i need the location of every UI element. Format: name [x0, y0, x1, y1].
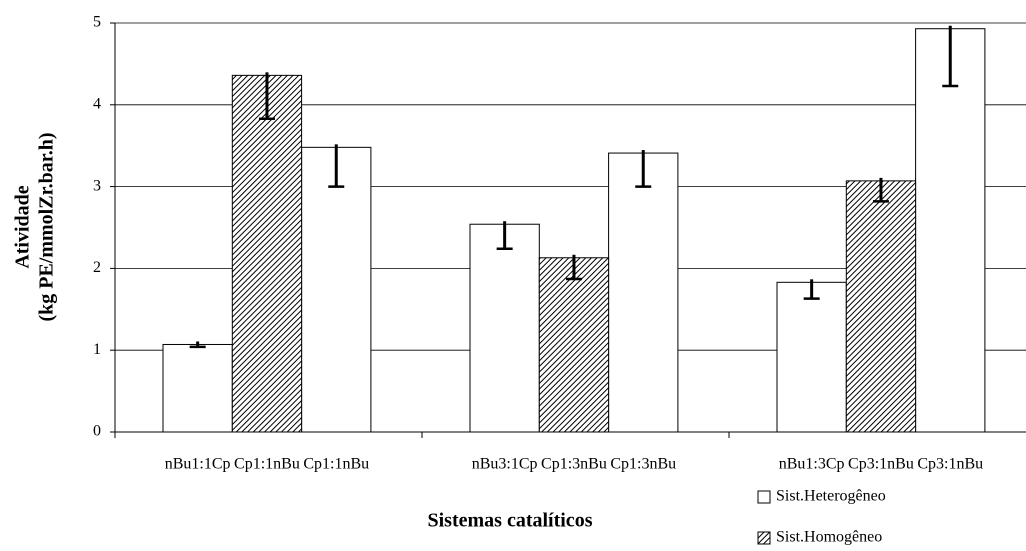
x-tick-label: Cp1:3nBu: [541, 456, 607, 473]
x-tick-label: nBu1:3Cp: [779, 456, 845, 473]
y-tick-label: 5: [93, 14, 101, 31]
y-tick-label: 3: [93, 177, 101, 194]
x-tick-label: Cp3:1nBu: [917, 456, 983, 473]
y-tick-label: 0: [93, 423, 101, 440]
bar: [301, 146, 372, 433]
legend-label: Sist.Heterogêneo: [776, 488, 886, 505]
bar: [915, 28, 986, 433]
y-axis-title: Atividade (kg PE/mmolZr.bar.h): [12, 132, 58, 321]
x-axis-title: Sistemas catalíticos: [428, 510, 593, 532]
y-tick-label: 2: [93, 259, 101, 276]
bar: [608, 152, 679, 433]
y-axis-title-line: Atividade: [12, 185, 34, 268]
legend-swatch: [757, 531, 771, 545]
bar: [776, 281, 847, 433]
bar: [162, 343, 233, 433]
legend-label: Sist.Homogêneo: [776, 529, 882, 546]
x-tick-label: nBu3:1Cp: [472, 456, 538, 473]
x-tick-label: Cp1:3nBu: [610, 456, 676, 473]
y-axis-title-line: (kg PE/mmolZr.bar.h): [36, 132, 58, 321]
x-tick-label: Cp1:1nBu: [303, 456, 369, 473]
bar: [231, 74, 303, 433]
y-tick-label: 1: [93, 341, 101, 358]
x-tick-label: nBu1:1Cp: [165, 456, 231, 473]
y-tick-label: 4: [93, 95, 101, 112]
bar: [845, 180, 917, 433]
bar: [469, 223, 540, 433]
bar: [538, 257, 610, 433]
x-tick-label: Cp3:1nBu: [848, 456, 914, 473]
legend-swatch: [757, 490, 771, 504]
x-tick-label: Cp1:1nBu: [234, 456, 300, 473]
